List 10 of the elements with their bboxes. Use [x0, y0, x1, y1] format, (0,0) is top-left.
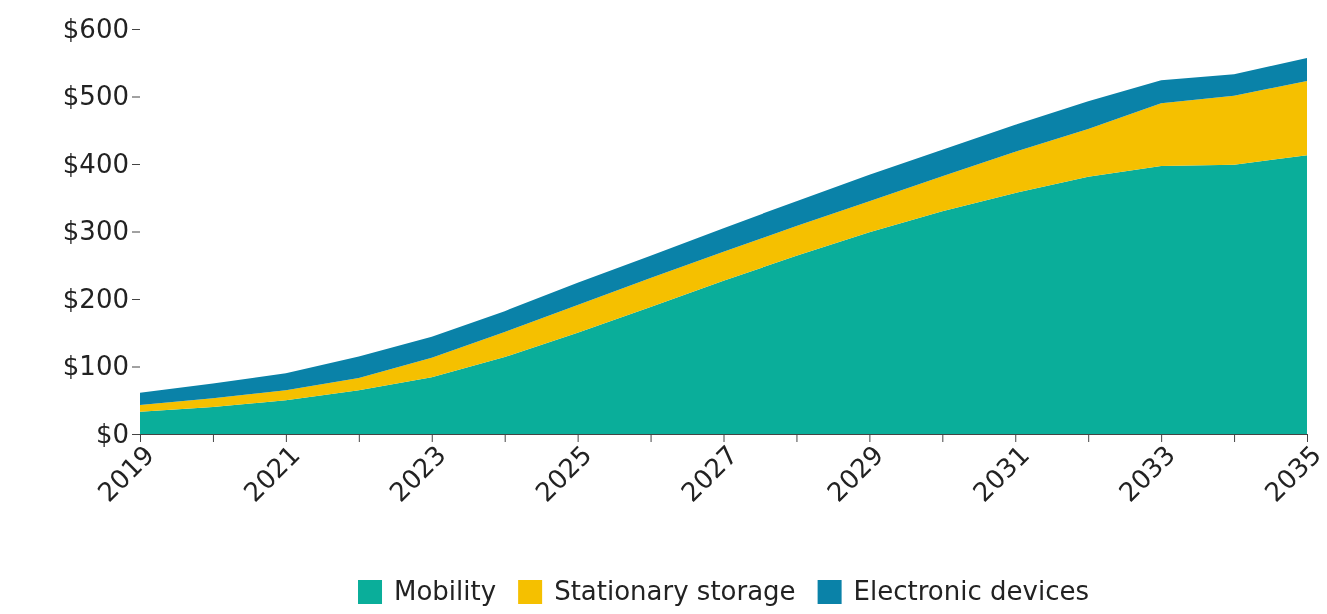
y-tick-label: $100 [62, 351, 129, 382]
legend-label: Stationary storage [554, 576, 796, 606]
y-tick-label: $300 [62, 216, 129, 247]
y-tick-label: $600 [62, 13, 129, 44]
y-tick-label: $500 [62, 81, 129, 112]
legend-label: Electronic devices [853, 576, 1089, 606]
y-tick-label: $200 [62, 283, 129, 314]
legend-label: Mobility [394, 576, 497, 606]
y-tick-label: $0 [95, 418, 129, 449]
y-tick-label: $400 [62, 148, 129, 179]
